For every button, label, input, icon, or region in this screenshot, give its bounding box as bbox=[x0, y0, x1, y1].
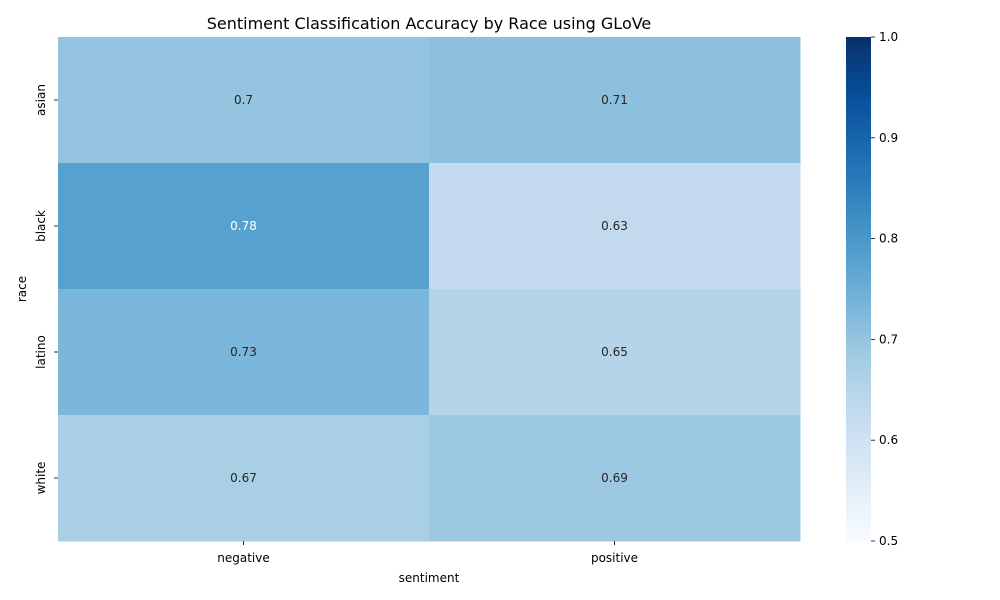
y-axis-ticks: asian black latino white bbox=[34, 84, 58, 494]
colorbar-tick-label: 0.6 bbox=[879, 433, 898, 447]
colorbar-ticks: 0.5 0.6 0.7 0.8 0.9 1.0 bbox=[871, 30, 898, 548]
cell-value-label: 0.69 bbox=[601, 471, 628, 485]
heatmap-cell-labels: 0.7 0.71 0.78 0.63 0.73 0.65 0.67 0.69 bbox=[230, 93, 628, 485]
y-tick-label: black bbox=[34, 210, 48, 242]
heatmap-cell bbox=[58, 37, 430, 164]
cell-value-label: 0.78 bbox=[230, 219, 257, 233]
colorbar-tick-label: 0.5 bbox=[879, 534, 898, 548]
heatmap-cell bbox=[58, 415, 430, 542]
cell-value-label: 0.65 bbox=[601, 345, 628, 359]
heatmap-cell bbox=[429, 415, 801, 542]
cell-value-label: 0.71 bbox=[601, 93, 628, 107]
colorbar-tick-label: 0.8 bbox=[879, 232, 898, 246]
y-tick-label: white bbox=[34, 462, 48, 495]
y-tick-label: asian bbox=[34, 84, 48, 116]
colorbar-tick-label: 1.0 bbox=[879, 30, 898, 44]
x-axis-label: sentiment bbox=[399, 571, 460, 585]
heatmap-cell bbox=[429, 163, 801, 290]
heatmap-cell bbox=[58, 289, 430, 416]
x-tick-label: positive bbox=[591, 551, 638, 565]
heatmap-cell bbox=[429, 37, 801, 164]
cell-value-label: 0.7 bbox=[234, 93, 253, 107]
cell-value-label: 0.67 bbox=[230, 471, 257, 485]
heatmap-cells bbox=[58, 37, 801, 542]
colorbar-tick-label: 0.9 bbox=[879, 131, 898, 145]
colorbar bbox=[846, 37, 871, 541]
chart-title: Sentiment Classification Accuracy by Rac… bbox=[207, 14, 652, 33]
colorbar-tick-label: 0.7 bbox=[879, 332, 898, 346]
x-tick-label: negative bbox=[217, 551, 269, 565]
y-axis-label: race bbox=[15, 276, 29, 302]
cell-value-label: 0.63 bbox=[601, 219, 628, 233]
heatmap-cell bbox=[429, 289, 801, 416]
y-tick-label: latino bbox=[34, 335, 48, 369]
x-axis-ticks: negative positive bbox=[217, 541, 638, 565]
cell-value-label: 0.73 bbox=[230, 345, 257, 359]
heatmap-cell bbox=[58, 163, 430, 290]
